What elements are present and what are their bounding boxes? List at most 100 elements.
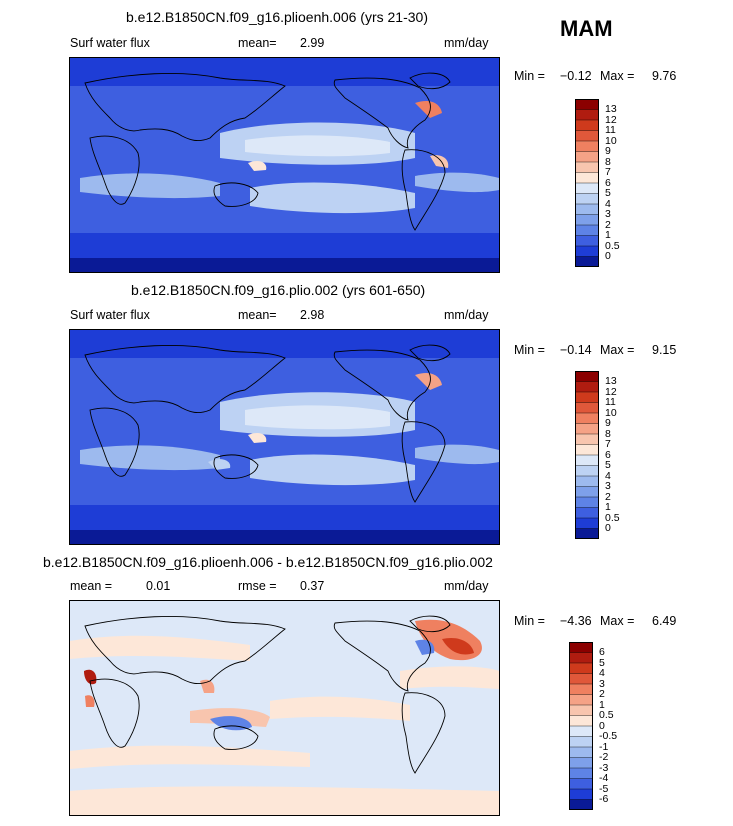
panel-3-title: b.e12.B1850CN.f09_g16.plioenh.006 - b.e1… <box>43 554 493 570</box>
colorbar-diff-swatch <box>568 662 594 675</box>
colorbar-middle-swatch <box>574 507 600 519</box>
colorbar-middle-tick-label: 2 <box>605 490 611 503</box>
panel-2-max-label: Max = <box>600 343 635 357</box>
colorbar-diff-swatch <box>568 683 594 696</box>
colorbar-top-tick-label: 13 <box>605 103 617 115</box>
panel-3-mean-value: 0.01 <box>146 579 171 593</box>
colorbar-middle-tick-label: 0 <box>605 522 611 534</box>
colorbar-middle <box>574 370 600 540</box>
panel-2-min-label: Min = <box>514 343 545 357</box>
panel-1-max-value: 9.76 <box>652 69 677 83</box>
colorbar-top-swatch <box>574 256 600 268</box>
colorbar-top-tick-label: 1 <box>605 229 611 241</box>
panel-1-max-label: Max = <box>600 69 635 83</box>
colorbar-diff-tick-label: -0.5 <box>599 730 618 742</box>
colorbar-diff-swatch <box>568 652 594 664</box>
colorbar-diff-tick-label: 1 <box>599 698 605 711</box>
panel-3-rmse-label: rmse = <box>238 579 277 593</box>
colorbar-middle-swatch <box>574 454 600 467</box>
colorbar-middle-swatch <box>574 381 600 393</box>
colorbar-top-swatch <box>574 130 600 142</box>
colorbar-diff-swatch <box>568 799 594 811</box>
panel-3-units: mm/day <box>444 579 489 593</box>
panel-1-min-value: −0.12 <box>560 69 592 83</box>
panel-2-mean-label: mean= <box>238 308 277 322</box>
colorbar-top-swatch <box>574 140 600 153</box>
panel-2-map <box>69 329 500 545</box>
panel-3-map <box>69 600 500 816</box>
colorbar-middle-tick-label: 8 <box>605 427 611 440</box>
colorbar-top-tick-label: 0 <box>605 250 611 262</box>
panel-2-title: b.e12.B1850CN.f09_g16.plio.002 (yrs 601-… <box>131 282 426 298</box>
colorbar-top-swatch <box>574 224 600 237</box>
colorbar-diff-swatch <box>568 757 594 769</box>
colorbar-middle-tick-label: 0.5 <box>605 511 620 524</box>
colorbar-middle-swatch <box>574 528 600 540</box>
colorbar-diff-tick-label: -4 <box>599 772 609 784</box>
colorbar-diff-tick-label: 2 <box>599 688 605 700</box>
colorbar-top-tick-label: 12 <box>605 113 617 126</box>
colorbar-diff-tick-label: 3 <box>599 677 605 690</box>
panel-1-min-label: Min = <box>514 69 545 83</box>
panel-2-variable-label: Surf water flux <box>70 308 150 322</box>
colorbar-top-tick-label: 10 <box>605 134 617 147</box>
panel-1-mean-label: mean= <box>238 36 277 50</box>
colorbar-top-tick-label: 6 <box>605 176 611 189</box>
colorbar-top-tick-label: 9 <box>605 145 611 157</box>
colorbar-diff-swatch <box>568 673 594 685</box>
colorbar-middle-tick-label: 7 <box>605 438 611 450</box>
panel-1-mean-value: 2.99 <box>300 36 325 50</box>
colorbar-diff-tick-label: -5 <box>599 782 609 795</box>
colorbar-top-tick-label: 4 <box>605 197 611 210</box>
colorbar-diff-swatch <box>568 694 594 706</box>
colorbar-top-tick-label: 11 <box>605 124 616 136</box>
colorbar-top-swatch <box>574 235 600 247</box>
colorbar-middle-swatch <box>574 444 600 456</box>
colorbar-top-swatch <box>574 161 600 174</box>
colorbar-top-swatch <box>574 245 600 258</box>
colorbar-diff-swatch <box>568 704 594 717</box>
colorbar-diff-tick-label: 5 <box>599 656 605 669</box>
colorbar-middle-tick-label: 4 <box>605 469 611 482</box>
colorbar-middle-swatch <box>574 486 600 498</box>
panel-3-map-graphic <box>70 601 499 815</box>
season-label: MAM <box>560 16 613 41</box>
colorbar-middle-tick-label: 9 <box>605 417 611 429</box>
colorbar-top-swatch <box>574 182 600 195</box>
colorbar-top-tick-label: 7 <box>605 166 611 178</box>
colorbar-diff-tick-label: 6 <box>599 646 605 658</box>
colorbar-top-graphic <box>574 98 600 268</box>
colorbar-diff-tick-label: 0.5 <box>599 709 614 721</box>
colorbar-top-tick-label: 0.5 <box>605 239 620 252</box>
panel-2-max-value: 9.15 <box>652 343 677 357</box>
colorbar-diff-tick-label: -6 <box>599 793 609 805</box>
colorbar-diff-swatch <box>568 767 594 780</box>
colorbar-diff-swatch <box>568 778 594 790</box>
colorbar-top-tick-label: 5 <box>605 187 611 199</box>
colorbar-middle-swatch <box>574 517 600 530</box>
panel-1-map-graphic <box>70 58 499 272</box>
panel-2-min-value: −0.14 <box>560 343 592 357</box>
panel-2-map-graphic <box>70 330 499 544</box>
colorbar-diff-swatch <box>568 725 594 738</box>
colorbar-middle-tick-label: 13 <box>605 375 617 387</box>
colorbar-middle-tick-label: 5 <box>605 459 611 471</box>
panel-3-rmse-value: 0.37 <box>300 579 325 593</box>
colorbar-diff-graphic <box>568 641 594 811</box>
colorbar-diff-swatch <box>568 746 594 759</box>
colorbar-diff-swatch <box>568 641 594 654</box>
colorbar-top-tick-label: 8 <box>605 155 611 168</box>
colorbar-middle-tick-label: 1 <box>605 501 611 513</box>
colorbar-middle-swatch <box>574 475 600 488</box>
colorbar-middle-swatch <box>574 370 600 383</box>
panel-3-mean-label: mean = <box>70 579 113 593</box>
colorbar-middle-tick-label: 6 <box>605 448 611 461</box>
colorbar-diff-tick-label: 0 <box>599 719 605 732</box>
panel-2-mean-value: 2.98 <box>300 308 325 322</box>
colorbar-top-swatch <box>574 193 600 205</box>
colorbar-diff-swatch <box>568 788 594 801</box>
panel-3-min-value: −4.36 <box>560 614 592 628</box>
colorbar-top <box>574 98 600 268</box>
colorbar-middle-swatch <box>574 433 600 446</box>
colorbar-middle-tick-label: 10 <box>605 406 617 419</box>
